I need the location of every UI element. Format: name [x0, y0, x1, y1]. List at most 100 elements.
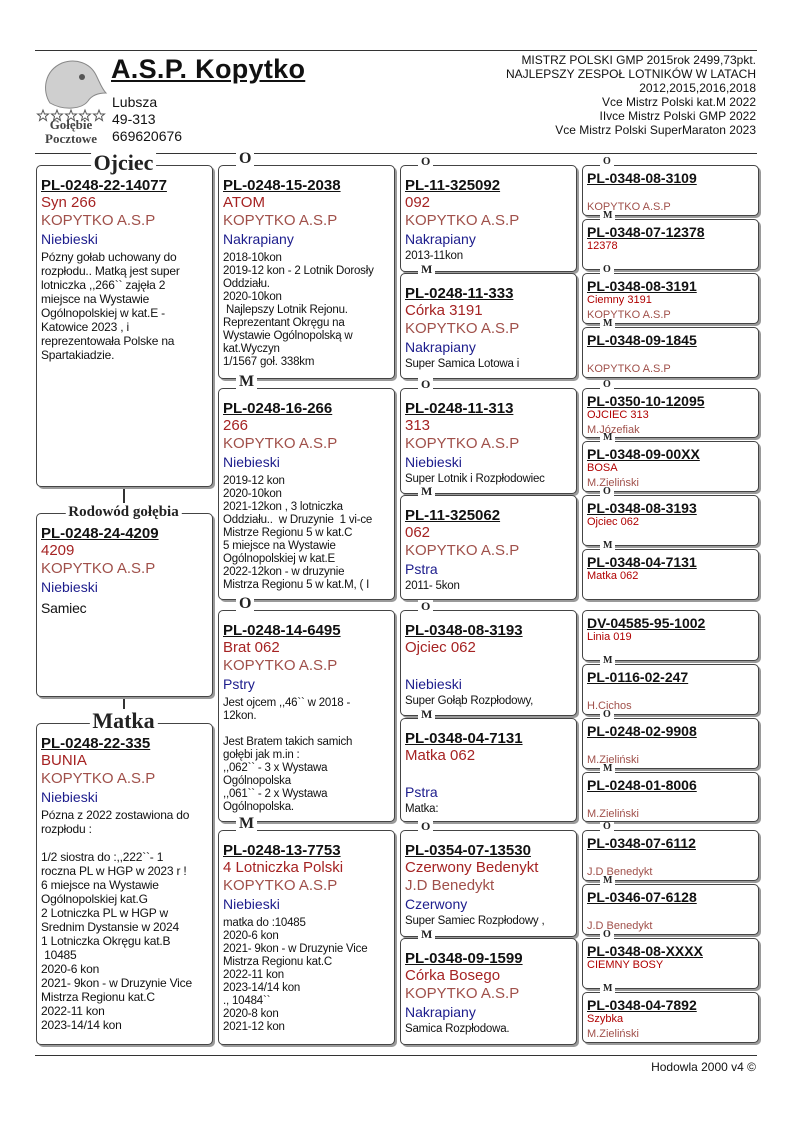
- breeder: M.Zieliński: [587, 754, 639, 766]
- pigeon-name: 062: [405, 524, 431, 541]
- ring-number: PL-0248-14-6495: [223, 622, 341, 639]
- plumage-color: Nakrapiany: [405, 339, 476, 355]
- ring-number: PL-0348-07-6112: [587, 835, 696, 851]
- ring-number: PL-0248-11-333: [405, 285, 514, 302]
- plumage-color: Pstry: [223, 676, 255, 692]
- ring-number: PL-0248-15-2038: [223, 177, 341, 194]
- parent-label: M: [418, 263, 436, 275]
- parent-label: M: [600, 541, 616, 551]
- parent-label: O: [418, 600, 434, 612]
- parent-label: M: [600, 984, 616, 994]
- ring-number: PL-0248-01-8006: [587, 777, 697, 793]
- breeder: M.Zieliński: [587, 1028, 639, 1040]
- connector: [123, 485, 125, 513]
- pigeon-name: Matka 062: [405, 747, 476, 764]
- pigeon-name: 313: [405, 417, 431, 434]
- breeder: M.Zieliński: [587, 808, 639, 820]
- pigeon-name: Ciemny 3191: [587, 294, 652, 306]
- pigeon-name: Matka 062: [587, 570, 639, 582]
- pigeon-name: Szybka: [587, 1013, 624, 1025]
- logo-stars: [36, 108, 106, 122]
- parent-label: Ojciec: [90, 151, 157, 175]
- ring-number: DV-04585-95-1002: [587, 615, 706, 631]
- breeder: KOPYTKO A.S.P: [41, 212, 156, 229]
- breeder: J.D Benedykt: [587, 866, 653, 878]
- pigeon-name: Ojciec 062: [405, 639, 476, 656]
- address-line: 49-313: [112, 111, 156, 127]
- pigeon-name: Córka 3191: [405, 302, 483, 319]
- achievement-line: Vce Mistrz Polski kat.M 2022: [601, 95, 756, 109]
- pigeon-name: 12378: [587, 240, 618, 252]
- plumage-color: Czerwony: [405, 896, 468, 912]
- ring-number: PL-11-325092: [405, 177, 501, 194]
- plumage-color: Nakrapiany: [405, 231, 476, 247]
- plumage-color: Niebieski: [41, 579, 98, 595]
- ring-number: PL-0348-09-1845: [587, 332, 697, 348]
- notes: Pózny gołab uchowany do rozpłodu.. Matką…: [41, 250, 180, 362]
- logo: [36, 60, 108, 122]
- parent-label: O: [418, 155, 434, 167]
- pigeon-name: Ojciec 062: [587, 516, 639, 528]
- ring-number: PL-0348-07-12378: [587, 224, 705, 240]
- ring-number: PL-0116-02-247: [587, 669, 689, 685]
- pigeon-card: PL-0248-13-7753 4 Lotniczka Polski KOPYTKO…: [218, 830, 395, 1045]
- notes: 2013-11kon: [405, 250, 463, 262]
- ring-number: PL-0248-02-9908: [587, 723, 697, 739]
- ring-number: PL-0248-16-266: [223, 400, 333, 417]
- pigeon-name: ATOM: [223, 194, 265, 211]
- parent-label: O: [600, 930, 614, 940]
- parent-label: M: [418, 708, 436, 720]
- plumage-color: Pstra: [405, 561, 438, 577]
- plumage-color: Pstra: [405, 784, 438, 800]
- pigeon-card: PL-0348-08-3191 Ciemny 3191 KOPYTKO A.S.P: [582, 273, 759, 324]
- pigeon-card: PL-0248-11-333 Córka 3191 KOPYTKO A.S.P Nak…: [400, 273, 577, 379]
- pigeon-card: PL-0348-07-12378 12378: [582, 219, 759, 270]
- pigeon-card: PL-0348-09-1599 Córka Bosego KOPYTKO A.S.P…: [400, 938, 577, 1045]
- ring-number: PL-0248-13-7753: [223, 842, 341, 859]
- pigeon-name: BUNIA: [41, 752, 87, 769]
- achievement-line: 2012,2015,2016,2018: [639, 81, 756, 95]
- ring-number: PL-0248-22-335: [41, 735, 151, 752]
- ring-number: PL-0348-08-3193: [587, 500, 697, 516]
- pigeon-card: DV-04585-95-1002 Linia 019: [582, 610, 759, 661]
- ring-number: PL-0348-08-3193: [405, 622, 523, 639]
- breeder: J.D Benedykt: [587, 920, 653, 932]
- achievement-line: IIvce Mistrz Polski GMP 2022: [599, 109, 757, 123]
- pigeon-card: PL-0348-04-7892 Szybka M.Zieliński: [582, 992, 759, 1043]
- ring-number: PL-0248-24-4209: [41, 525, 159, 542]
- plumage-color: Nakrapiany: [223, 231, 294, 247]
- achievement-line: Vce Mistrz Polski SuperMaraton 2023: [555, 123, 756, 137]
- parent-label: M: [600, 876, 616, 886]
- ring-number: PL-0348-09-1599: [405, 950, 523, 967]
- notes: Samiec: [41, 600, 87, 616]
- pigeon-card: PL-0348-08-3193 Ojciec 062 Niebieski Super …: [400, 610, 577, 716]
- pigeon-card: PL-0248-02-9908 M.Zieliński: [582, 718, 759, 769]
- parent-label: O: [600, 157, 614, 167]
- breeder: KOPYTKO A.S.P: [587, 201, 671, 213]
- pigeon-card: PL-0116-02-247 H.Cichos: [582, 664, 759, 715]
- parent-label: O: [418, 820, 434, 832]
- pigeon-card: PL-0348-08-XXXX CIEMNY BOSY: [582, 938, 759, 989]
- ring-number: PL-11-325062: [405, 507, 501, 524]
- breeder: KOPYTKO A.S.P: [405, 985, 520, 1002]
- pigeon-name: Brat 062: [223, 639, 280, 656]
- ring-number: PL-0248-22-14077: [41, 177, 167, 194]
- breeder: KOPYTKO A.S.P: [223, 212, 338, 229]
- ring-number: PL-0346-07-6128: [587, 889, 697, 905]
- pigeon-name: 4 Lotniczka Polski: [223, 859, 344, 876]
- parent-label: O: [600, 265, 614, 275]
- breeder: KOPYTKO A.S.P: [405, 212, 520, 229]
- plumage-color: Niebieski: [41, 789, 98, 805]
- breeder: KOPYTKO A.S.P: [41, 770, 156, 787]
- address-line: Lubsza: [112, 94, 158, 110]
- pigeon-name: BOSA: [587, 462, 618, 474]
- header-rule: [35, 153, 757, 154]
- breeder: KOPYTKO A.S.P: [223, 877, 338, 894]
- breeder: KOPYTKO A.S.P: [405, 542, 520, 559]
- breeder: H.Cichos: [587, 700, 632, 712]
- breeder: J.D Benedykt: [405, 877, 495, 894]
- pigeon-card: PL-0346-07-6128 J.D Benedykt: [582, 884, 759, 935]
- parent-label: O: [418, 378, 434, 390]
- ring-number: PL-0348-09-00XX: [587, 446, 700, 462]
- breeder: KOPYTKO A.S.P: [587, 309, 671, 321]
